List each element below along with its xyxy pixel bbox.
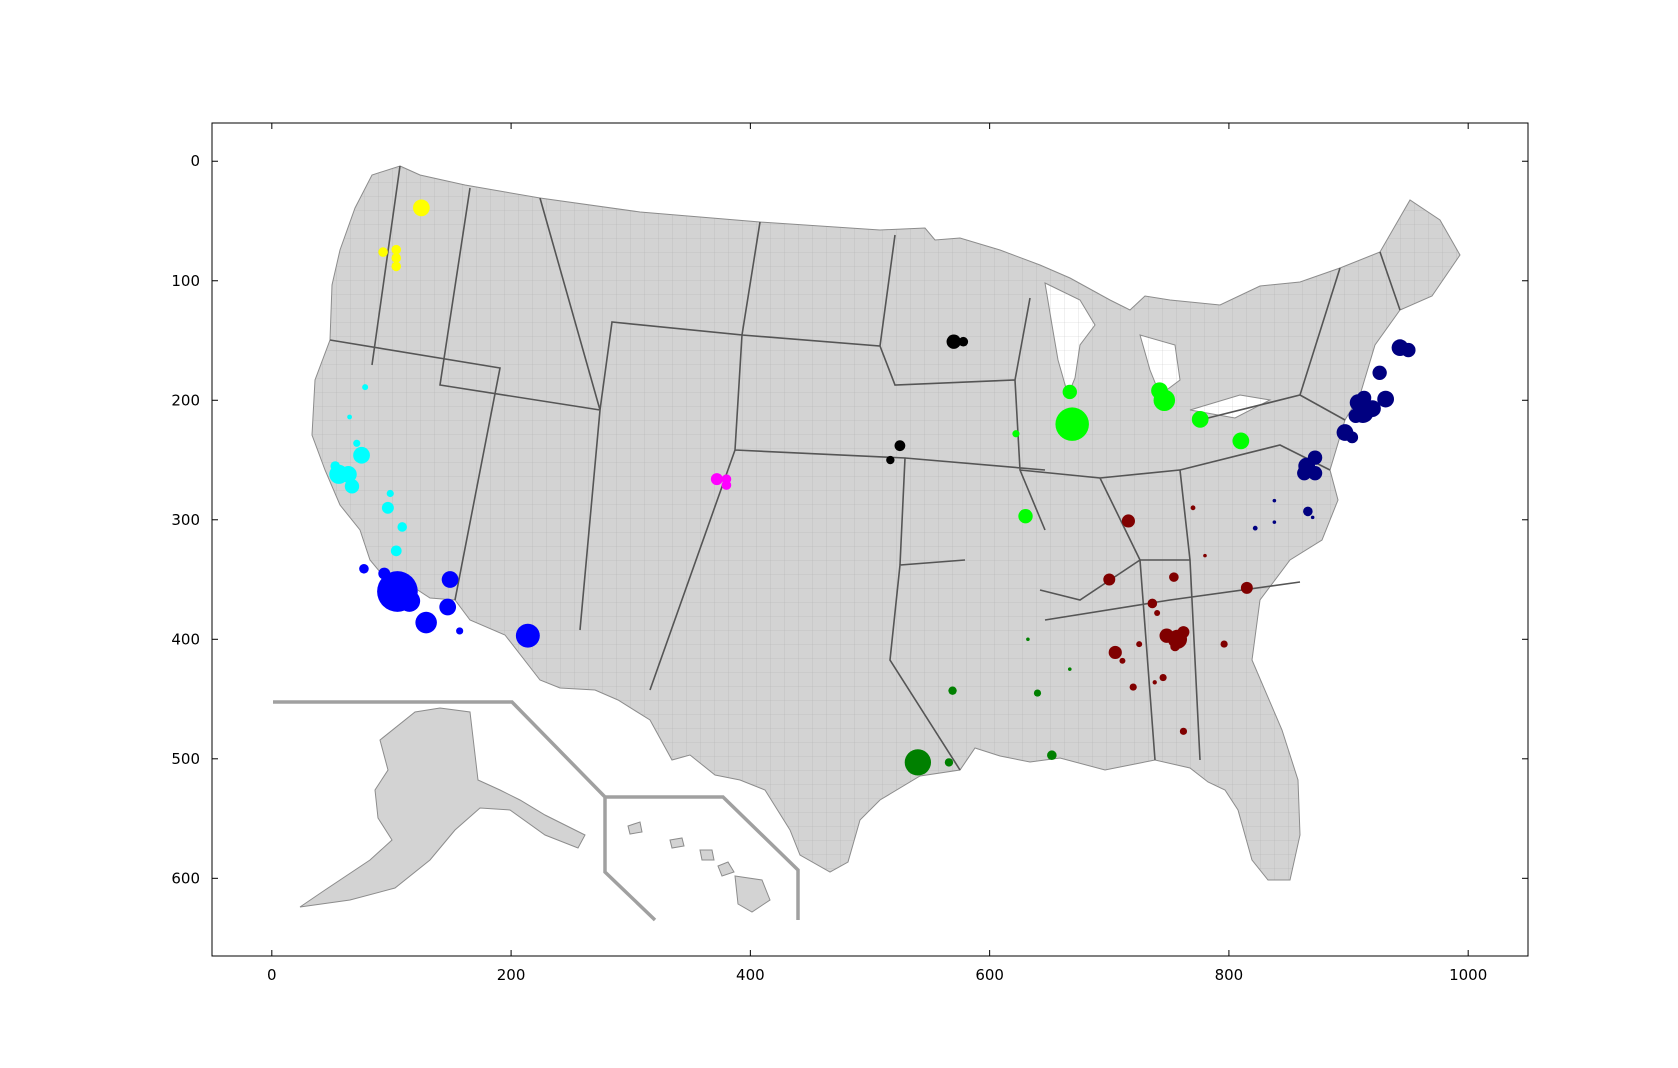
y-tick-label: 200	[171, 391, 200, 409]
plot-area	[273, 165, 1461, 922]
data-point	[1154, 610, 1161, 616]
data-point	[1232, 432, 1250, 450]
data-point	[1047, 750, 1057, 761]
data-point	[381, 501, 394, 514]
data-point	[946, 334, 961, 349]
alaska-landmass	[299, 707, 586, 908]
data-point	[721, 480, 732, 490]
data-point	[1179, 727, 1188, 735]
x-tick-label: 200	[497, 966, 526, 984]
data-point	[1346, 431, 1359, 444]
data-point	[1191, 411, 1209, 428]
data-point	[1372, 365, 1387, 380]
data-point	[1033, 689, 1042, 697]
y-tick-label: 500	[171, 750, 200, 768]
data-point	[1129, 683, 1137, 691]
scatter-points	[329, 199, 1416, 776]
data-point	[1170, 641, 1180, 652]
data-point	[1348, 408, 1363, 423]
data-point	[1169, 572, 1179, 582]
data-point	[359, 563, 369, 574]
y-tick-label: 300	[171, 511, 200, 529]
data-point	[710, 473, 723, 486]
data-point	[1364, 400, 1381, 418]
data-point	[398, 590, 421, 612]
data-point	[378, 247, 388, 257]
data-point	[439, 598, 457, 616]
data-point	[1119, 657, 1126, 664]
data-point	[1220, 640, 1228, 648]
data-point	[1121, 514, 1135, 528]
y-tick-label: 0	[190, 152, 200, 170]
x-tick-label: 600	[975, 966, 1004, 984]
data-point	[1153, 389, 1176, 412]
y-tick-label: 100	[171, 272, 200, 290]
axis-ticks: 0 200 400 600 800 1000 0 100 200 300 400 500 600	[171, 123, 1528, 984]
us-counties-map	[311, 165, 1461, 881]
data-point	[886, 455, 895, 465]
data-point	[397, 522, 408, 532]
data-point	[1152, 680, 1157, 685]
data-point	[391, 261, 402, 272]
data-point	[944, 758, 954, 767]
data-point	[353, 439, 361, 447]
data-point	[1067, 667, 1072, 671]
data-point	[415, 611, 437, 634]
data-point	[390, 545, 402, 557]
data-point	[1356, 390, 1372, 406]
data-point	[1272, 520, 1277, 524]
data-point	[1240, 581, 1253, 594]
data-point	[1147, 598, 1158, 609]
data-point	[1298, 467, 1304, 472]
data-point	[1012, 430, 1020, 438]
data-point	[515, 623, 540, 648]
y-tick-label: 600	[171, 869, 200, 887]
data-point	[1108, 645, 1122, 660]
data-point	[412, 199, 430, 217]
data-point	[1062, 384, 1077, 400]
hawaii-islands	[627, 821, 771, 913]
data-point	[362, 384, 369, 391]
data-point	[386, 489, 394, 498]
alaska-hawaii-insets	[273, 700, 800, 922]
data-point	[1252, 525, 1258, 531]
data-point	[948, 686, 957, 695]
data-point	[1272, 498, 1277, 503]
data-point	[1103, 573, 1116, 586]
data-point	[904, 749, 932, 776]
data-point	[1377, 390, 1395, 408]
state-boundaries	[329, 165, 1401, 771]
data-point	[353, 446, 370, 464]
data-point	[1026, 637, 1030, 642]
county-boundaries	[312, 166, 1460, 880]
data-point	[1136, 641, 1143, 648]
data-point	[340, 465, 357, 483]
data-point	[1018, 509, 1033, 524]
data-point	[1177, 626, 1190, 639]
x-tick-label: 400	[736, 966, 765, 984]
data-point	[1303, 506, 1313, 517]
data-point	[456, 627, 464, 635]
data-point	[1310, 515, 1315, 520]
data-point	[1203, 553, 1207, 558]
data-point	[347, 414, 352, 420]
y-tick-label: 400	[171, 630, 200, 648]
x-tick-label: 0	[267, 966, 277, 984]
data-point	[894, 440, 906, 452]
data-point	[958, 336, 969, 347]
data-point	[344, 479, 360, 494]
data-point	[1055, 407, 1089, 441]
x-tick-label: 1000	[1449, 966, 1487, 984]
data-point	[1159, 673, 1167, 682]
data-point	[1307, 465, 1323, 481]
axes-frame	[211, 122, 1529, 957]
data-point	[391, 244, 402, 255]
inset-divider-lines	[273, 700, 800, 922]
data-point	[1190, 505, 1196, 511]
data-point	[441, 571, 459, 588]
x-tick-label: 800	[1215, 966, 1244, 984]
data-point	[391, 253, 402, 263]
data-point	[1401, 342, 1416, 358]
